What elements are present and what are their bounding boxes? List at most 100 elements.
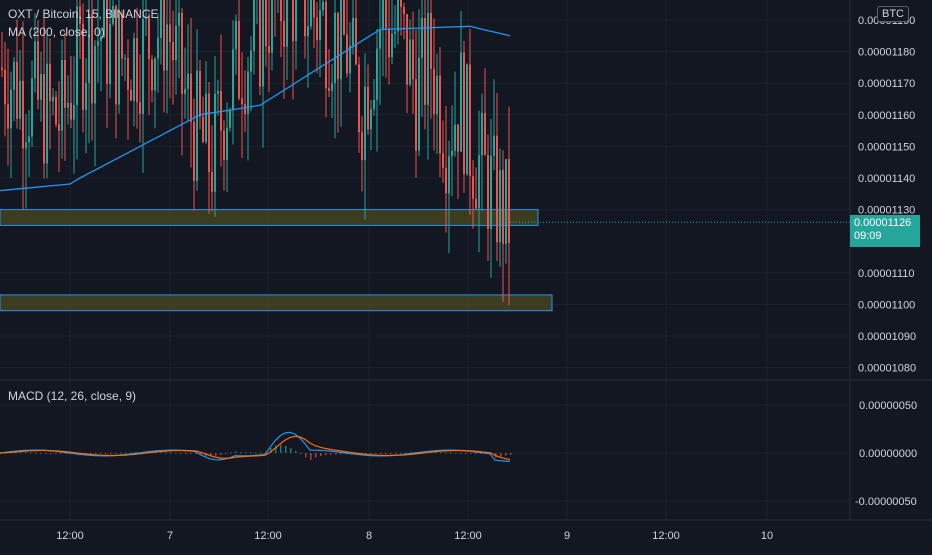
candle-body <box>40 73 42 100</box>
macd-legend[interactable]: MACD (12, 26, close, 9) <box>8 389 137 403</box>
candle-body <box>451 150 453 157</box>
time-tick-label: 7 <box>167 530 173 542</box>
candle-body <box>502 169 504 244</box>
candle-body <box>421 17 423 58</box>
time-tick-label: 9 <box>564 530 570 542</box>
support-zone-1 <box>0 209 539 226</box>
candle-body <box>91 14 93 104</box>
candle-body <box>25 142 27 149</box>
candle-body <box>217 90 219 94</box>
candle-body <box>166 24 168 71</box>
candle-body <box>337 12 339 80</box>
candle-body <box>16 61 18 119</box>
macd-histogram-bar <box>185 453 187 454</box>
candle-body <box>475 198 477 209</box>
macd-histogram-bar <box>480 453 482 454</box>
candle-body <box>508 159 510 244</box>
macd-histogram-bar <box>170 452 172 454</box>
macd-line <box>0 431 511 462</box>
candle-body <box>64 60 66 108</box>
candle-body <box>265 0 267 47</box>
macd-histogram-bar <box>35 452 37 454</box>
macd-histogram-bar <box>460 452 462 454</box>
candle-body <box>76 6 78 105</box>
candle-body <box>127 58 129 90</box>
macd-histogram-bar <box>440 452 442 454</box>
candle-body <box>286 0 288 47</box>
symbol-legend[interactable]: OXT / Bitcoin, 15, BINANCE <box>8 7 159 21</box>
candle-body <box>211 172 213 192</box>
candle-body <box>358 64 360 133</box>
ma-legend[interactable]: MA (200, close, 0) <box>8 25 105 39</box>
macd-histogram-bar <box>325 453 327 456</box>
time-tick-label: 10 <box>761 530 773 542</box>
candle-body <box>316 17 318 41</box>
macd-histogram-bar <box>305 453 307 458</box>
last-price-badge: 0.00001126 09:09 <box>850 215 920 247</box>
candle-body <box>196 70 198 181</box>
macd-histogram-bar <box>100 453 102 454</box>
candle-body <box>49 63 51 102</box>
macd-histogram-bar <box>250 452 252 454</box>
currency-chip[interactable]: BTC <box>877 6 909 22</box>
macd-histogram-bar <box>15 452 17 454</box>
macd-histogram-bar <box>275 445 277 453</box>
macd-histogram-bar <box>90 453 92 454</box>
candle-body <box>427 12 429 105</box>
candle-body <box>403 6 405 15</box>
macd-histogram-bar <box>125 452 127 454</box>
candle-body <box>487 154 489 229</box>
candle-body <box>412 39 414 80</box>
candle-body <box>481 112 483 156</box>
signal-line <box>0 435 511 461</box>
macd-histogram-bar <box>135 452 137 454</box>
candle-body <box>61 60 63 131</box>
candle-body <box>331 83 333 91</box>
candle-body <box>259 0 261 87</box>
macd-histogram-bar <box>65 453 67 454</box>
macd-histogram-bar <box>230 452 232 454</box>
macd-histogram-bar <box>160 452 162 454</box>
countdown-timer: 09:09 <box>854 230 882 242</box>
candle-body <box>184 88 186 94</box>
candle-body <box>460 52 462 152</box>
candle-body <box>247 71 249 115</box>
candle-body <box>280 0 282 22</box>
candle-body <box>292 0 294 42</box>
candle-body <box>364 86 366 161</box>
macd-histogram-bar <box>390 453 392 454</box>
candle-body <box>409 39 411 85</box>
candle-body <box>226 127 228 160</box>
candle-body <box>355 18 357 65</box>
macd-histogram-bar <box>60 453 62 454</box>
candle-body <box>151 59 153 91</box>
price-tick-label: 0.00001110 <box>858 268 914 280</box>
candle-body <box>433 68 435 115</box>
candle-body <box>367 86 369 130</box>
macd-histogram-bar <box>330 453 332 455</box>
candle-body <box>505 159 507 244</box>
macd-histogram-bar <box>240 452 242 454</box>
candle-body <box>484 112 486 155</box>
candle-body <box>469 64 471 177</box>
candle-body <box>376 48 378 100</box>
candle-body <box>493 135 495 156</box>
candle-body <box>85 82 87 110</box>
price-tick-label: 0.00001160 <box>858 110 915 122</box>
candle-body <box>457 124 459 152</box>
candle-body <box>4 69 6 105</box>
candle-body <box>178 12 180 26</box>
macd-histogram-bar <box>115 452 117 454</box>
candle-body <box>43 73 45 164</box>
candle-body <box>448 156 450 194</box>
macd-histogram-bar <box>270 447 272 453</box>
macd-histogram-bar <box>285 445 287 453</box>
candle-body <box>115 6 117 105</box>
macd-histogram-bar <box>315 453 317 458</box>
time-tick-label: 12:00 <box>454 530 482 542</box>
candle-body <box>58 124 60 131</box>
macd-histogram-bar <box>210 453 212 457</box>
candle-body <box>253 0 255 51</box>
